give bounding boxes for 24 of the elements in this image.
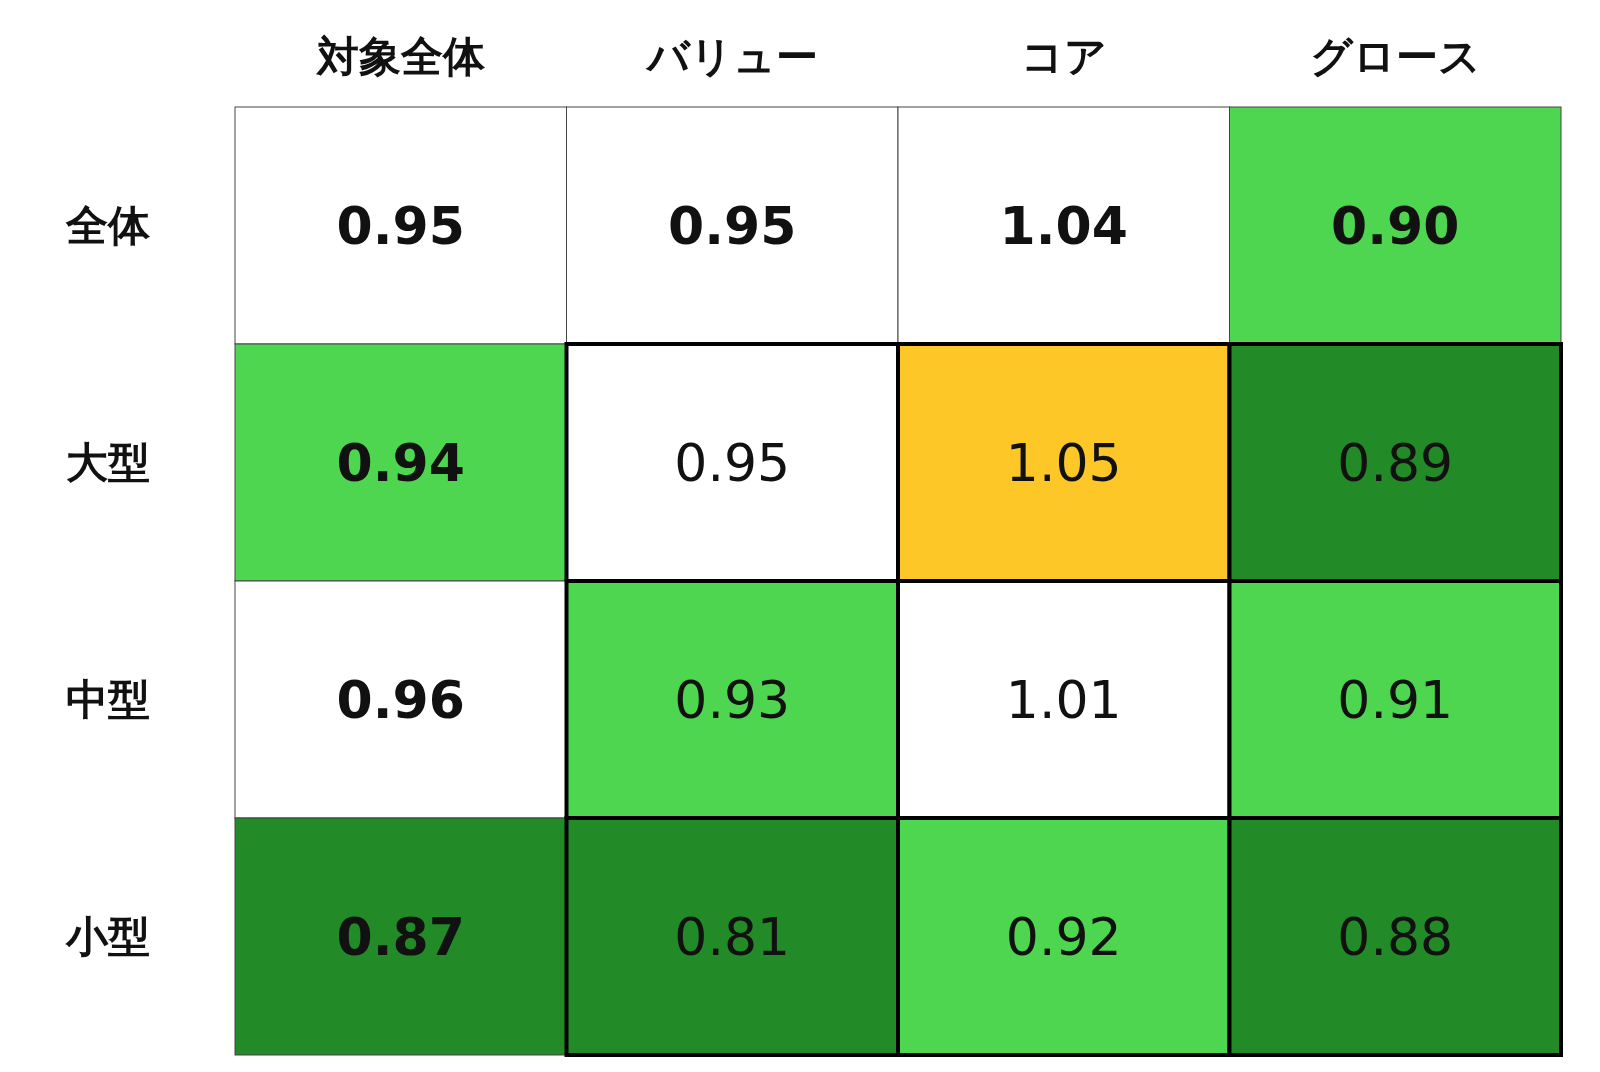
y-tick-label: 大型 (66, 438, 150, 487)
data-label: 0.88 (1337, 906, 1454, 967)
data-label: 0.95 (336, 195, 465, 256)
x-tick-label: コア (1020, 31, 1107, 81)
data-label: 0.92 (1005, 906, 1122, 967)
data-label: 0.93 (674, 669, 791, 730)
data-label: 0.89 (1337, 432, 1454, 493)
data-label: 0.87 (336, 906, 465, 967)
data-label: 0.96 (336, 669, 465, 730)
y-tick-label: 中型 (66, 675, 150, 724)
data-label: 0.95 (674, 432, 791, 493)
data-label: 0.94 (336, 432, 465, 493)
data-label: 1.04 (999, 195, 1128, 256)
data-label: 0.90 (1331, 195, 1460, 256)
data-label: 1.05 (1005, 432, 1122, 493)
data-label: 0.91 (1337, 669, 1454, 730)
data-label: 0.81 (674, 906, 791, 967)
x-tick-label: バリュー (644, 31, 818, 81)
x-tick-label: グロース (1309, 31, 1481, 81)
data-label: 1.01 (1005, 669, 1122, 730)
y-tick-label: 小型 (65, 912, 150, 961)
x-tick-label: 対象全体 (314, 31, 486, 81)
data-label: 0.95 (668, 195, 797, 256)
y-tick-label: 全体 (65, 201, 151, 250)
